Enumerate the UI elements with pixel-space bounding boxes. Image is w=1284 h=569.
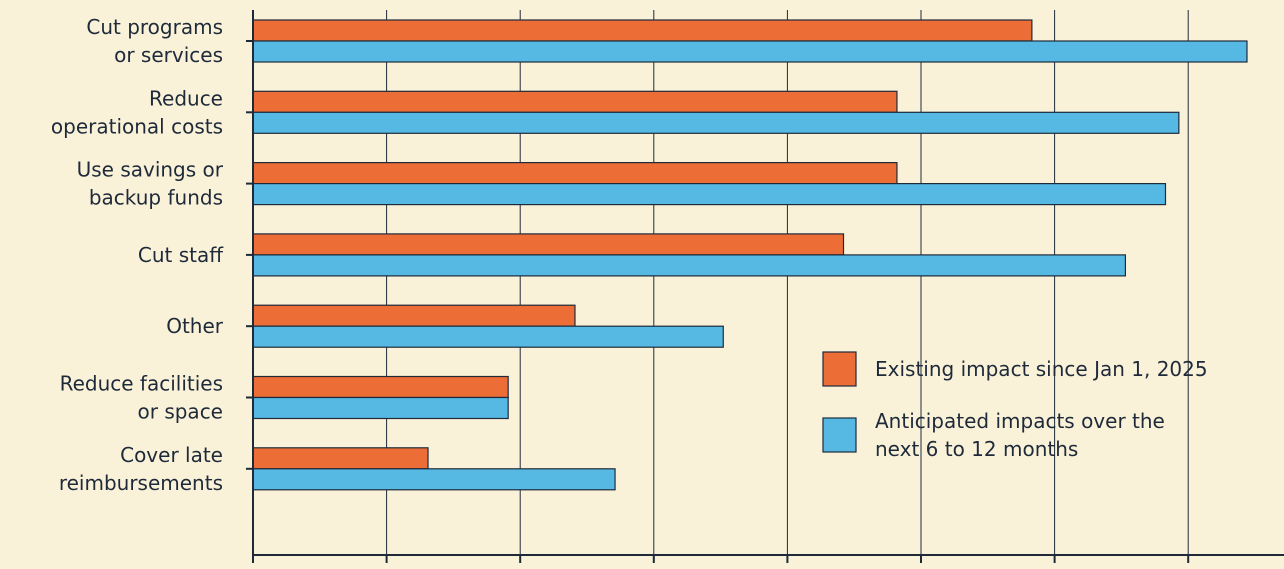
category-label: or space: [138, 400, 224, 424]
category-label: or services: [114, 43, 223, 67]
bar-existing: [253, 91, 897, 112]
legend-label: Anticipated impacts over the: [875, 409, 1165, 433]
bar-anticipated: [253, 112, 1179, 133]
bar-existing: [253, 305, 575, 326]
category-label: backup funds: [89, 186, 223, 210]
legend-swatch-existing: [823, 352, 856, 386]
category-label: reimbursements: [59, 471, 223, 495]
bar-existing: [253, 20, 1032, 41]
category-label: Other: [166, 314, 224, 338]
category-label: Cut programs: [86, 15, 223, 39]
bar-anticipated: [253, 469, 615, 490]
bar-anticipated: [253, 184, 1165, 205]
legend-label: next 6 to 12 months: [875, 437, 1078, 461]
bar-anticipated: [253, 326, 723, 347]
bar-anticipated: [253, 398, 508, 419]
bar-existing: [253, 234, 844, 255]
category-label: Reduce facilities: [60, 372, 223, 396]
category-label: Use savings or: [77, 158, 224, 182]
bar-existing: [253, 163, 897, 184]
category-label: Cut staff: [138, 243, 224, 267]
category-label: Cover late: [120, 443, 223, 467]
legend-label: Existing impact since Jan 1, 2025: [875, 357, 1208, 381]
category-label: operational costs: [51, 114, 223, 138]
bar-existing: [253, 448, 428, 469]
category-label: Reduce: [149, 86, 223, 110]
bar-existing: [253, 377, 508, 398]
bar-anticipated: [253, 41, 1247, 62]
bar-anticipated: [253, 255, 1125, 276]
legend-swatch-anticipated: [823, 418, 856, 452]
